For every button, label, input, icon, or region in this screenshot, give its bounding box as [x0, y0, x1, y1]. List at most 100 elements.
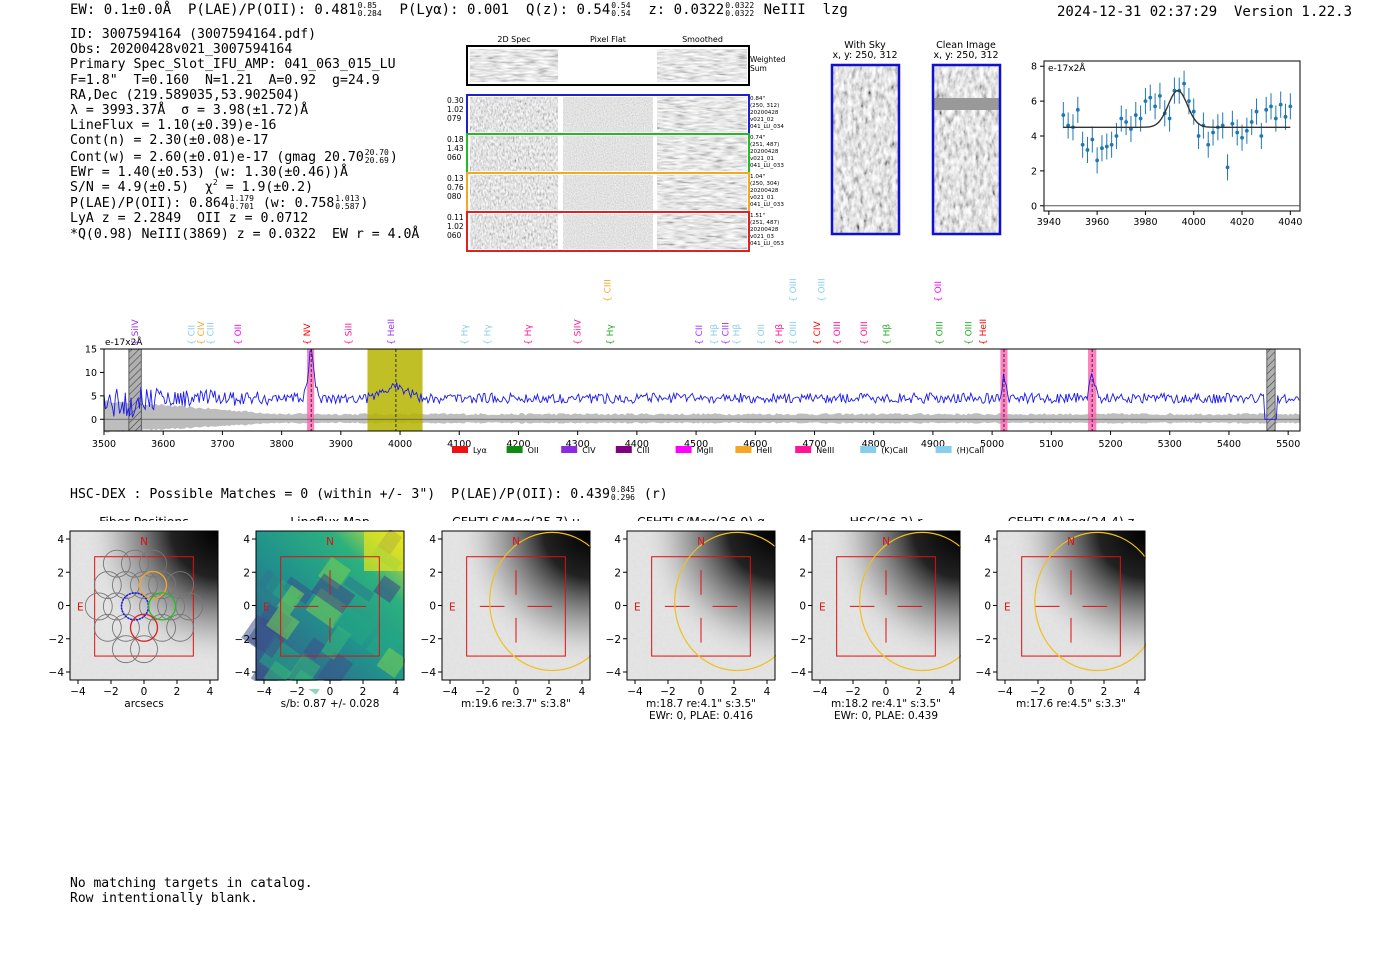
cutout-row-right-label: 1.51": [750, 213, 765, 219]
thumbnail-xtick-label: −2: [660, 686, 675, 698]
thumbnail-xtick-label: −2: [1030, 686, 1045, 698]
cutout-row-left-label: 0.13: [447, 174, 464, 183]
lineflux-map-patch: [366, 624, 404, 664]
thumbnail-frame-top: [811, 530, 961, 681]
fit-data-point: [1220, 123, 1225, 128]
spectrum-line-label-group: { OII: [234, 324, 244, 345]
spectrum-line-label: { Hγ: [606, 324, 616, 345]
spectrum-line-label: { OII: [757, 324, 767, 345]
thumbnail-caption: s/b: 0.87 +/- 0.028: [281, 698, 380, 710]
thumbnail-mask-top: [68, 521, 220, 530]
cutout-row-left-label: 079: [447, 114, 462, 123]
spectrum-line-label-group: { OIII: [789, 278, 799, 302]
thumbnail-mask-right: [776, 529, 806, 682]
thumbnail-xtick-label: 0: [513, 686, 520, 698]
info-radec: RA,Dec (219.589035,53.902504): [70, 87, 301, 103]
spectrum-line-label-group: { HeII: [979, 319, 989, 345]
spectrum-line-label-group: { Hγ: [461, 324, 471, 345]
fit-data-point: [1080, 142, 1085, 147]
spectrum-legend-swatch: [615, 446, 632, 453]
fit-data-point: [1225, 165, 1230, 170]
fit-data-point: [1090, 137, 1095, 142]
header-summary: EW: 0.1±0.0Å P(LAE)/P(OII): 0.481 0.85 0.2…: [70, 1, 848, 19]
fit-xtick-label: 4020: [1230, 217, 1254, 228]
thumbnail-xtick-label: 4: [1134, 686, 1141, 698]
cutout-header: 2D Spec: [497, 35, 530, 44]
thumbnail-mask-top: [995, 521, 1147, 530]
thumbnail-frame-top: [69, 530, 219, 681]
thumbnail-xtick-label: 0: [141, 686, 148, 698]
lineflux-map-patch: [373, 575, 401, 603]
spectrum-line-label-group: { CIV: [197, 320, 207, 345]
cutout-pixel-flat: [563, 175, 653, 210]
info-lineflux: LineFlux = 1.10(±0.39)e-16: [70, 118, 277, 134]
cutout-smoothed: [657, 175, 747, 210]
spectrum-line-label-group: { Hβ: [883, 324, 893, 345]
thumbnail-frame-top: [255, 530, 405, 681]
clean-image-band: [934, 98, 999, 110]
thumbnail-ytick-label: 2: [799, 567, 806, 579]
spectrum-legend-label: CIV: [582, 446, 596, 455]
spectrum-legend-label: (H)CaII: [957, 446, 984, 455]
thumbnail-ytick-label: −2: [791, 634, 806, 646]
fit-data-point: [1211, 130, 1215, 135]
fiber-circle-green: [147, 592, 177, 621]
cutout-smoothed: [657, 214, 747, 249]
spectrum-line-label: { CII: [188, 325, 198, 345]
thumbnail-aperture-box: [1021, 556, 1121, 657]
cutout-row-right-label: 20200428: [750, 227, 779, 233]
east-label: E: [634, 601, 641, 613]
clean-image-coords: x, y: 250, 312: [933, 50, 998, 61]
fit-ytick-label: 4: [1031, 132, 1037, 143]
info-fwhm: F=1.8" T=0.160 N=1.21 A=0.92 g=24.9: [70, 72, 380, 88]
thumbnail-caption: arcsecs: [124, 698, 163, 710]
thumbnail-xtick-label: 4: [393, 686, 400, 698]
spectrum-ytick-label: 5: [91, 391, 97, 402]
thumbnail-mask-top: [254, 521, 406, 530]
spectrum-line-label: { NV: [303, 323, 313, 345]
spectrum-line-label: { CIII: [722, 322, 732, 345]
thumbnail-ytick-label: 2: [429, 567, 436, 579]
thumbnail-ytick-label: −4: [235, 667, 251, 679]
fit-data-point: [1167, 116, 1172, 121]
fit-data-point: [1206, 142, 1211, 147]
thumbnail-xtick-label: 0: [883, 686, 890, 698]
cutout-row-left-label: 060: [447, 231, 462, 240]
fit-data-point: [1158, 93, 1162, 98]
spectrum-line-label-group: { NV: [303, 323, 313, 345]
thumbnail-aperture-box: [466, 556, 566, 657]
thumbnail-ytick-label: 2: [57, 567, 64, 579]
fiber-circle: [93, 571, 122, 599]
thumbnail-mask-right: [219, 529, 249, 682]
spectrum-line-label-group: { CIII: [722, 322, 732, 345]
thumbnail-mask-top: [810, 521, 962, 530]
cutout-row-right-label: 0.74": [750, 135, 765, 141]
thumbnail-row: Fiber PositionsNE420−2−4−4−2024arcsecsLi…: [49, 514, 1176, 722]
spectrum-xtick-label: 4400: [625, 439, 649, 450]
fit-model-curve: [1063, 89, 1291, 128]
thumbnail-aperture-box: [651, 556, 751, 657]
fit-ytick-label: 0: [1031, 201, 1037, 212]
fiber-circle-orange: [138, 570, 168, 600]
spectrum-line-label: { Hβ: [775, 324, 785, 345]
thumbnail-mask-bottom: [625, 681, 777, 689]
spectrum-legend-label: OII: [528, 446, 539, 455]
footer-line-2: Row intentionally blank.: [70, 891, 258, 906]
lineflux-map-patch: [256, 569, 283, 596]
thumbnail-mask-right: [961, 529, 991, 682]
spectrum-legend-swatch: [452, 446, 468, 453]
spectrum-legend-swatch: [935, 446, 952, 453]
spectrum-line-label: { OIII: [818, 278, 828, 302]
thumbnail-caption: m:17.6 re:4.5" s:3.3": [1016, 698, 1126, 710]
fit-data-point: [1061, 113, 1066, 117]
lineflux-map-patch: [303, 637, 326, 661]
spectrum-line-label: { SiII: [345, 323, 355, 345]
thumbnail-xtick-label: −2: [845, 686, 860, 698]
spectrum-xtick-label: 4600: [743, 439, 767, 450]
spectrum-line-label-group: { Hγ: [484, 324, 494, 345]
fit-data-point: [1138, 116, 1143, 121]
cutout-pixel-flat: [563, 136, 653, 171]
fit-unit-label: e-17x2Å: [1048, 62, 1086, 74]
